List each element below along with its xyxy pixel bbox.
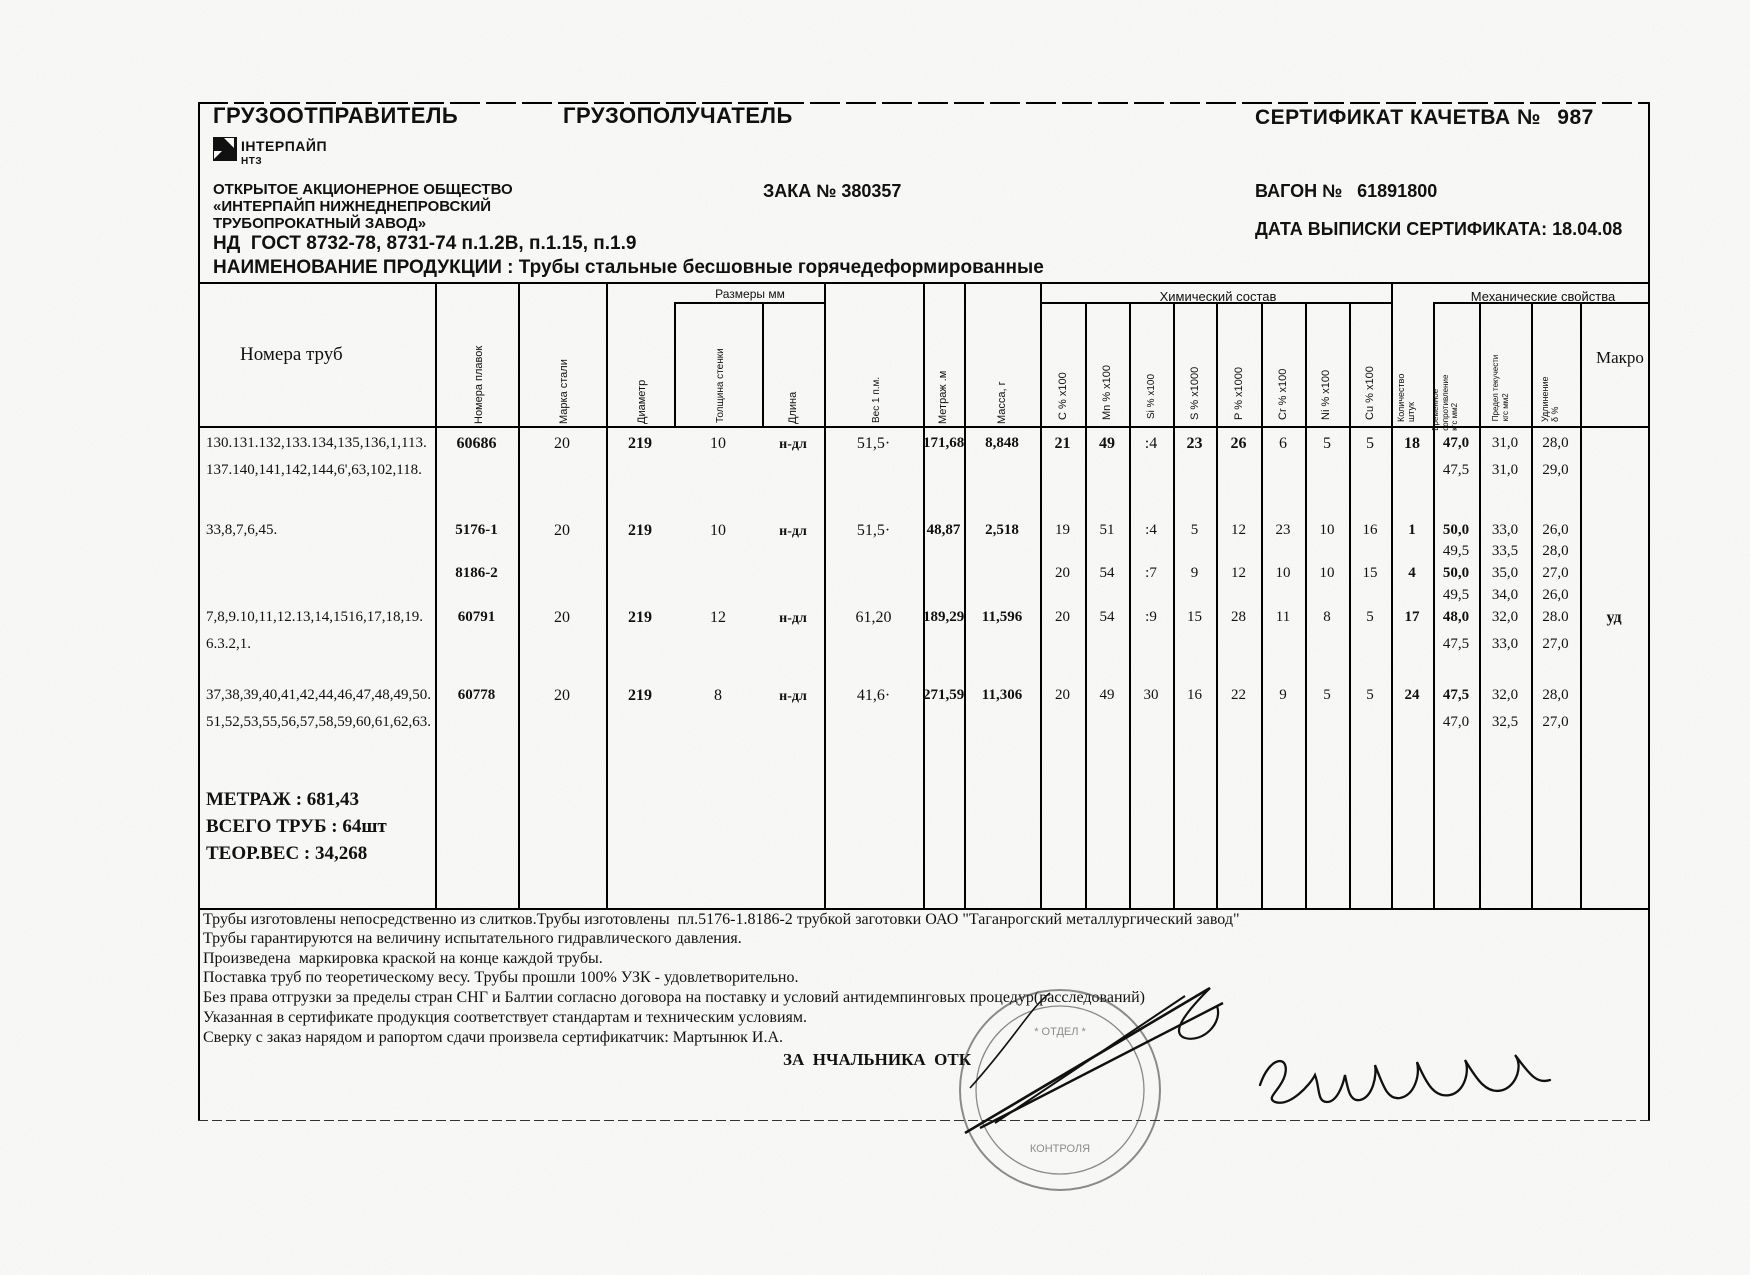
svg-text:КОНТРОЛЯ: КОНТРОЛЯ — [1030, 1143, 1090, 1155]
